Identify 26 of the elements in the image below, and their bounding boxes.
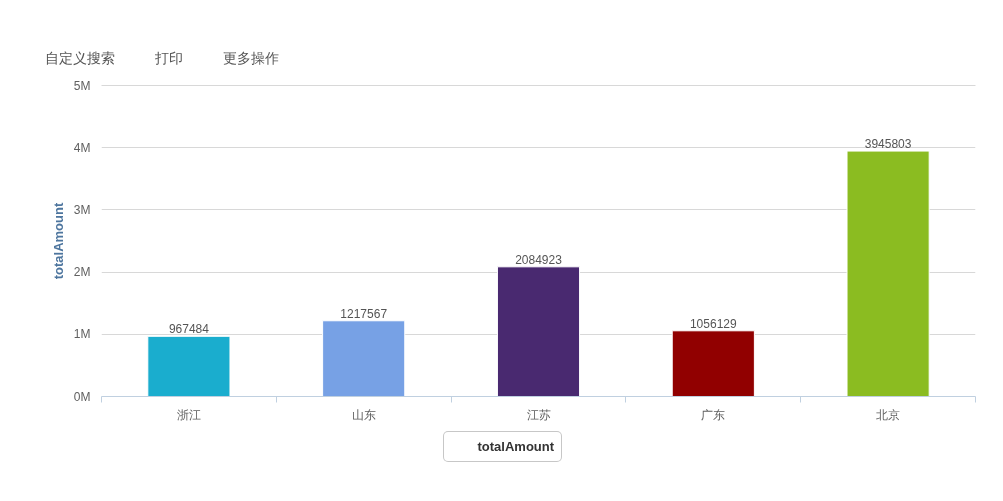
text: 自定义搜索 <box>45 50 115 66</box>
y-tick-label: 4M <box>73 140 91 155</box>
y-tick-label: 1M <box>73 327 91 342</box>
bar <box>846 150 930 397</box>
bar <box>496 266 581 397</box>
data-label: 2084923 <box>515 252 563 267</box>
bar <box>322 320 406 397</box>
x-tick-label: 山东 <box>351 407 376 422</box>
text: 打印 <box>155 50 183 66</box>
x-tick-label: 北京 <box>876 407 901 422</box>
y-tick-label: 3M <box>73 202 91 217</box>
text: totalAmount <box>477 439 555 454</box>
x-tick-label: 广东 <box>701 407 726 422</box>
x-tick-label: 浙江 <box>176 407 201 422</box>
x-tick-label: 江苏 <box>526 407 551 422</box>
text: 更多操作 <box>223 50 279 66</box>
bar <box>147 335 231 397</box>
data-label: 967484 <box>168 322 210 337</box>
data-label: 1217567 <box>340 306 388 321</box>
bar <box>671 330 755 397</box>
y-tick-label: 2M <box>73 265 91 280</box>
y-axis-title: totalAmount <box>50 202 66 280</box>
data-label: 1056129 <box>689 316 737 331</box>
y-tick-label: 0M <box>73 389 91 404</box>
y-tick-label: 5M <box>73 78 91 93</box>
data-label: 3945803 <box>864 137 912 152</box>
